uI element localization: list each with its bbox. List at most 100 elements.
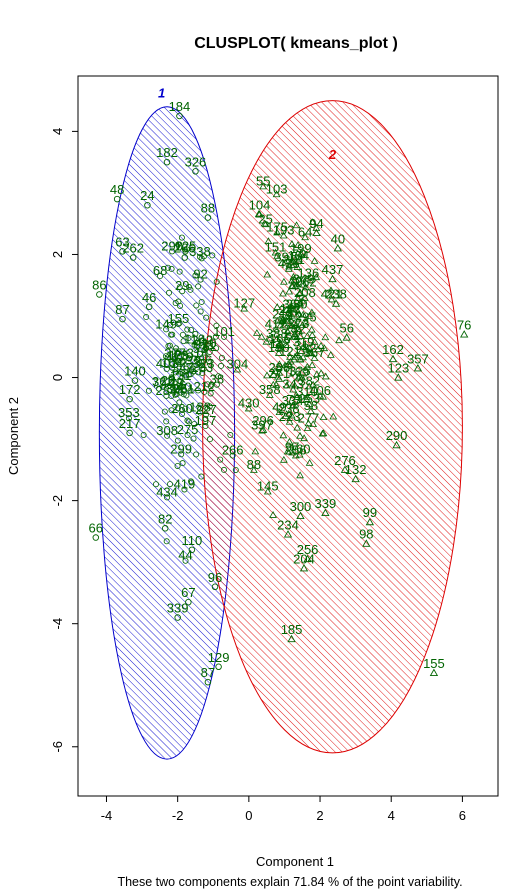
cloud-point xyxy=(282,335,291,343)
cloud-point xyxy=(291,352,299,360)
cloud-point xyxy=(218,354,225,361)
cloud-point xyxy=(168,265,175,272)
cloud-point xyxy=(176,378,183,385)
cloud-point xyxy=(145,387,152,394)
cloud-point xyxy=(262,337,271,345)
cloud-point xyxy=(251,447,260,455)
cloud-point xyxy=(292,320,301,328)
point-marker xyxy=(303,554,312,563)
point-marker xyxy=(321,508,330,516)
cloud-point xyxy=(190,435,197,442)
point-label: 63 xyxy=(115,234,129,249)
cloud-label: 421 xyxy=(321,287,343,302)
cloud-point xyxy=(295,450,304,458)
cloud-point xyxy=(283,327,292,335)
cloud-point xyxy=(202,423,209,430)
cloud-point xyxy=(163,326,170,333)
point-label: 123 xyxy=(387,361,409,376)
cloud-label: 38 xyxy=(210,372,224,387)
cloud-point xyxy=(166,289,173,296)
cloud-point xyxy=(289,257,298,265)
cloud-label: 295 xyxy=(295,310,317,325)
cloud-point xyxy=(293,350,302,358)
cloud-label: 155 xyxy=(167,311,189,326)
point-marker xyxy=(460,330,469,338)
point-label: 326 xyxy=(185,154,207,169)
point-label: 357 xyxy=(407,351,429,366)
point-marker xyxy=(92,534,100,541)
point-marker xyxy=(204,214,212,221)
point-label: 182 xyxy=(156,145,178,160)
cloud-point xyxy=(204,381,211,388)
cloud-point xyxy=(152,481,159,488)
cloud-point xyxy=(265,391,274,398)
cloud-point xyxy=(179,370,186,377)
cloud-point xyxy=(285,437,294,445)
cluster-2-label: 2 xyxy=(328,147,337,162)
cloud-label: 112 xyxy=(270,336,291,351)
cloud-point xyxy=(163,392,170,399)
point-marker xyxy=(126,429,133,437)
cloud-point xyxy=(174,357,181,364)
cloud-point xyxy=(164,432,171,439)
cloud-point xyxy=(173,345,180,352)
cloud-point xyxy=(292,333,301,341)
cloud-point xyxy=(293,280,302,288)
point-marker xyxy=(204,678,212,686)
cloud-point xyxy=(174,405,181,412)
cloud-point xyxy=(292,221,301,229)
cloud-point xyxy=(200,365,207,372)
y-tick-label: 0 xyxy=(50,374,65,381)
cloud-label: 184 xyxy=(287,248,309,263)
cloud-point xyxy=(161,408,168,415)
cloud-point xyxy=(140,431,147,438)
cloud-point xyxy=(162,353,169,360)
cloud-point xyxy=(196,253,203,260)
cloud-label: 77 xyxy=(152,376,166,391)
cloud-label: 358 xyxy=(259,382,281,397)
cloud-point xyxy=(295,289,304,297)
x-tick-label: -4 xyxy=(101,808,113,823)
cloud-point xyxy=(187,387,194,394)
cloud-point xyxy=(184,417,191,424)
variability-caption: These two components explain 71.84 % of … xyxy=(117,875,462,889)
cloud-point xyxy=(281,412,290,420)
point-marker xyxy=(392,440,401,449)
cloud-point xyxy=(276,321,285,329)
cloud-label: 199 xyxy=(290,241,312,256)
cloud-point xyxy=(296,355,305,363)
cloud-label: 280 xyxy=(286,296,308,311)
cloud-point xyxy=(279,231,288,239)
cloud-label: 232 xyxy=(284,321,306,336)
cloud-label: 284 xyxy=(156,383,178,398)
cloud-point xyxy=(286,352,294,360)
cloud-point xyxy=(305,349,314,357)
cloud-point xyxy=(292,305,301,313)
cloud-label: 64 xyxy=(298,224,312,239)
cloud-point xyxy=(221,333,228,340)
cloud-point xyxy=(175,320,182,327)
point-marker xyxy=(181,254,189,261)
point-label: 184 xyxy=(169,99,191,114)
cloud-point xyxy=(209,252,216,259)
cloud-point xyxy=(308,218,317,226)
cloud-point xyxy=(164,354,171,361)
cloud-point xyxy=(285,262,293,270)
cloud-point xyxy=(284,409,293,417)
point-marker xyxy=(176,112,183,120)
cloud-point xyxy=(281,361,289,369)
point-label: 46 xyxy=(142,290,156,305)
cloud-point xyxy=(301,233,310,241)
cloud-point xyxy=(174,437,181,444)
cloud-point xyxy=(177,384,184,391)
cloud-point xyxy=(163,538,170,545)
cloud-point xyxy=(276,316,285,324)
cloud-point xyxy=(296,332,305,339)
cloud-point xyxy=(164,494,171,501)
cloud-label: 319 xyxy=(293,334,315,349)
cloud-point xyxy=(296,431,304,439)
point-label: 437 xyxy=(322,262,344,277)
cloud-point xyxy=(185,335,192,342)
point-label: 110 xyxy=(182,533,203,548)
